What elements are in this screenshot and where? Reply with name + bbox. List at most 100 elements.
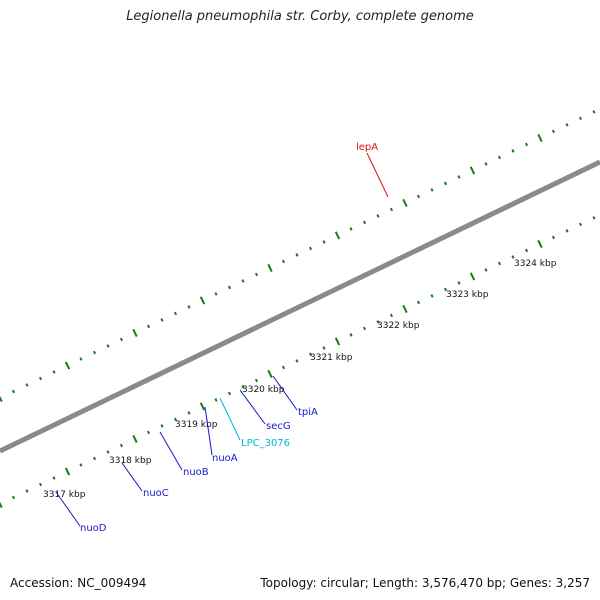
tick-mark	[295, 359, 299, 363]
feature-track	[0, 0, 450, 78]
tick-mark	[430, 294, 434, 298]
tick-mark	[11, 389, 16, 394]
genome-summary-text: Topology: circular; Length: 3,576,470 bp…	[260, 576, 590, 590]
tick-mark	[376, 320, 380, 324]
tick-mark	[0, 501, 3, 509]
tick-mark	[551, 235, 556, 240]
tick-mark	[469, 272, 476, 281]
tick-mark	[457, 175, 461, 179]
tick-mark	[214, 398, 218, 402]
tick-mark	[64, 467, 71, 476]
tick-mark	[322, 346, 326, 350]
tick-mark	[79, 357, 83, 361]
outer-tick-track	[0, 110, 596, 403]
tick-mark	[254, 272, 259, 277]
tick-mark	[402, 198, 408, 207]
tick-mark	[484, 268, 488, 272]
tick-mark	[511, 255, 515, 259]
gene-label-nuoB[interactable]: nuoB	[183, 467, 209, 478]
tick-mark	[484, 162, 488, 166]
tick-mark	[25, 489, 29, 493]
tick-mark	[362, 220, 367, 225]
tick-mark	[79, 463, 83, 467]
tick-mark	[227, 391, 232, 396]
tick-mark	[469, 166, 476, 175]
gene-label-lepA[interactable]: lepA	[356, 142, 378, 153]
tick-mark	[173, 417, 178, 422]
tick-mark	[524, 142, 529, 147]
tick-mark	[281, 259, 286, 264]
label-leaders	[55, 152, 389, 527]
tick-mark	[578, 222, 583, 227]
tick-mark	[295, 253, 299, 257]
tick-mark	[592, 110, 596, 114]
tick-mark	[537, 133, 543, 142]
tick-mark	[565, 123, 569, 127]
accession-text: Accession: NC_009494	[10, 576, 147, 590]
gene-label-nuoA[interactable]: nuoA	[212, 453, 238, 464]
tick-mark	[322, 240, 326, 244]
tick-mark	[64, 361, 71, 370]
tick-mark	[443, 181, 448, 186]
kbp-label: 3324 kbp	[514, 259, 557, 269]
tick-mark	[349, 333, 353, 337]
tick-mark	[25, 383, 29, 387]
tick-mark	[146, 324, 151, 329]
tick-mark	[592, 216, 596, 220]
tick-mark	[267, 369, 273, 378]
map-title: Legionella pneumophila str. Corby, compl…	[126, 9, 474, 24]
gene-label-tpiA[interactable]: tpiA	[298, 407, 318, 418]
tick-mark	[38, 376, 43, 381]
tick-mark	[430, 188, 434, 192]
tick-mark	[389, 207, 394, 212]
kbp-label: 3318 kbp	[109, 456, 152, 466]
tick-mark	[0, 395, 3, 403]
tick-mark	[565, 229, 569, 233]
kbp-label: 3320 kbp	[242, 385, 285, 395]
tick-mark	[187, 411, 191, 415]
tick-mark	[92, 456, 97, 461]
tick-mark	[241, 385, 245, 389]
tick-mark	[334, 337, 341, 346]
gene-label-secG[interactable]: secG	[266, 421, 291, 432]
tick-mark	[524, 248, 529, 253]
tick-mark	[199, 402, 206, 411]
tick-mark	[106, 450, 110, 454]
tick-mark	[443, 287, 448, 292]
gene-label-nuoD[interactable]: nuoD	[80, 523, 107, 534]
tick-mark	[119, 443, 124, 448]
tick-mark	[457, 281, 461, 285]
tick-mark	[199, 296, 206, 305]
inner-tick-track	[0, 216, 596, 509]
kbp-label: 3319 kbp	[175, 420, 218, 430]
tick-mark	[416, 194, 421, 199]
tick-mark	[132, 434, 138, 444]
tick-mark	[173, 311, 178, 316]
tick-mark	[241, 279, 245, 283]
tick-mark	[11, 495, 16, 500]
kbp-label: 3322 kbp	[377, 321, 420, 331]
tick-mark	[578, 116, 583, 121]
kbp-label: 3317 kbp	[43, 490, 86, 500]
gene-label-LPC_3076[interactable]: LPC_3076	[241, 438, 290, 449]
tick-mark	[551, 129, 556, 134]
kbp-label: 3323 kbp	[446, 290, 489, 300]
tick-mark	[160, 424, 164, 428]
tick-mark	[416, 300, 421, 305]
tick-mark	[52, 370, 56, 374]
tick-mark	[376, 214, 380, 218]
tick-mark	[389, 313, 394, 318]
tick-mark	[267, 263, 273, 272]
tick-mark	[52, 476, 56, 480]
tick-mark	[146, 430, 151, 435]
tick-mark	[497, 261, 502, 266]
genome-backbone	[0, 159, 600, 454]
tick-mark	[537, 239, 543, 248]
tick-mark	[227, 285, 232, 290]
tick-mark	[38, 482, 43, 487]
tick-mark	[160, 318, 164, 322]
tick-mark	[308, 246, 313, 251]
gene-label-nuoC[interactable]: nuoC	[143, 488, 169, 499]
kbp-label: 3321 kbp	[310, 353, 353, 363]
